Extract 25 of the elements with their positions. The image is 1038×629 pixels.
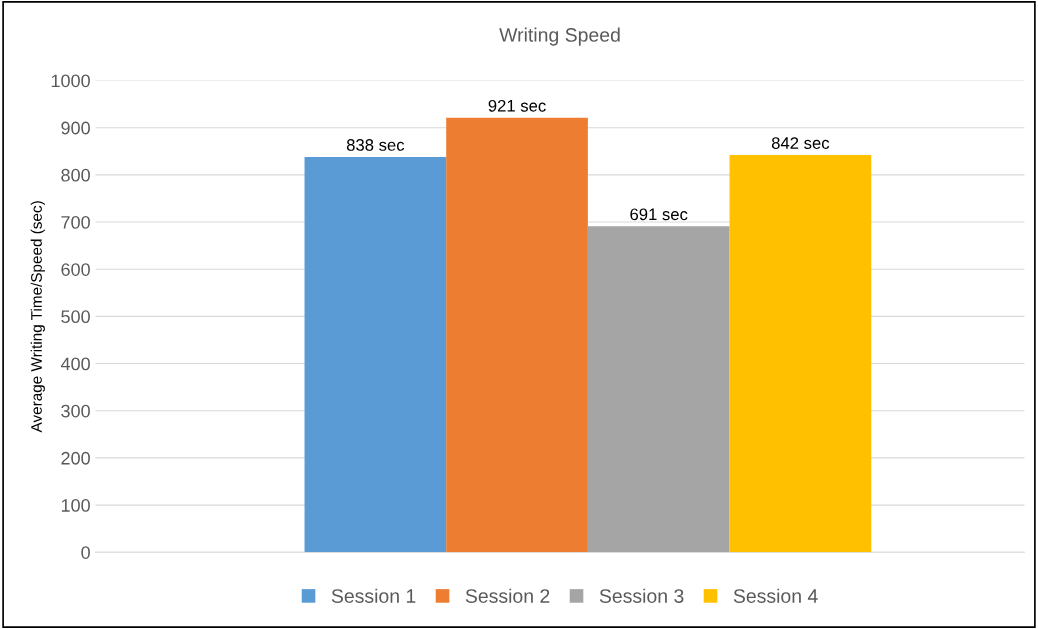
legend-label: Session 1 [331,588,416,603]
bar [729,155,872,553]
y-tick-label: 1000 [51,74,90,88]
data-label: 691 sec [630,208,688,221]
y-tick-label: 800 [61,168,90,182]
data-label: 842 sec [771,137,830,149]
y-tick-label: 300 [61,404,90,418]
y-tick-label: 0 [81,546,90,559]
y-axis-title: Average Writing Time/Speed (sec) [30,201,45,433]
y-tick-label: 600 [61,263,90,276]
data-label: 921 sec [488,99,546,112]
chart-title: Writing Speed [499,27,620,46]
y-tick-label: 200 [61,451,90,465]
y-tick-label: 400 [60,357,90,371]
legend-label: Session 2 [465,588,550,603]
y-tick-label: 900 [61,121,90,135]
y-tick-label: 500 [61,310,90,324]
bar [587,226,730,553]
y-tick-label: 100 [61,499,90,512]
y-tick-label: 700 [61,215,90,229]
legend-label: Session 4 [733,588,818,603]
legend-label: Session 3 [599,588,684,603]
bar [446,117,588,553]
bar [304,156,447,553]
data-label: 838 sec [346,139,405,151]
